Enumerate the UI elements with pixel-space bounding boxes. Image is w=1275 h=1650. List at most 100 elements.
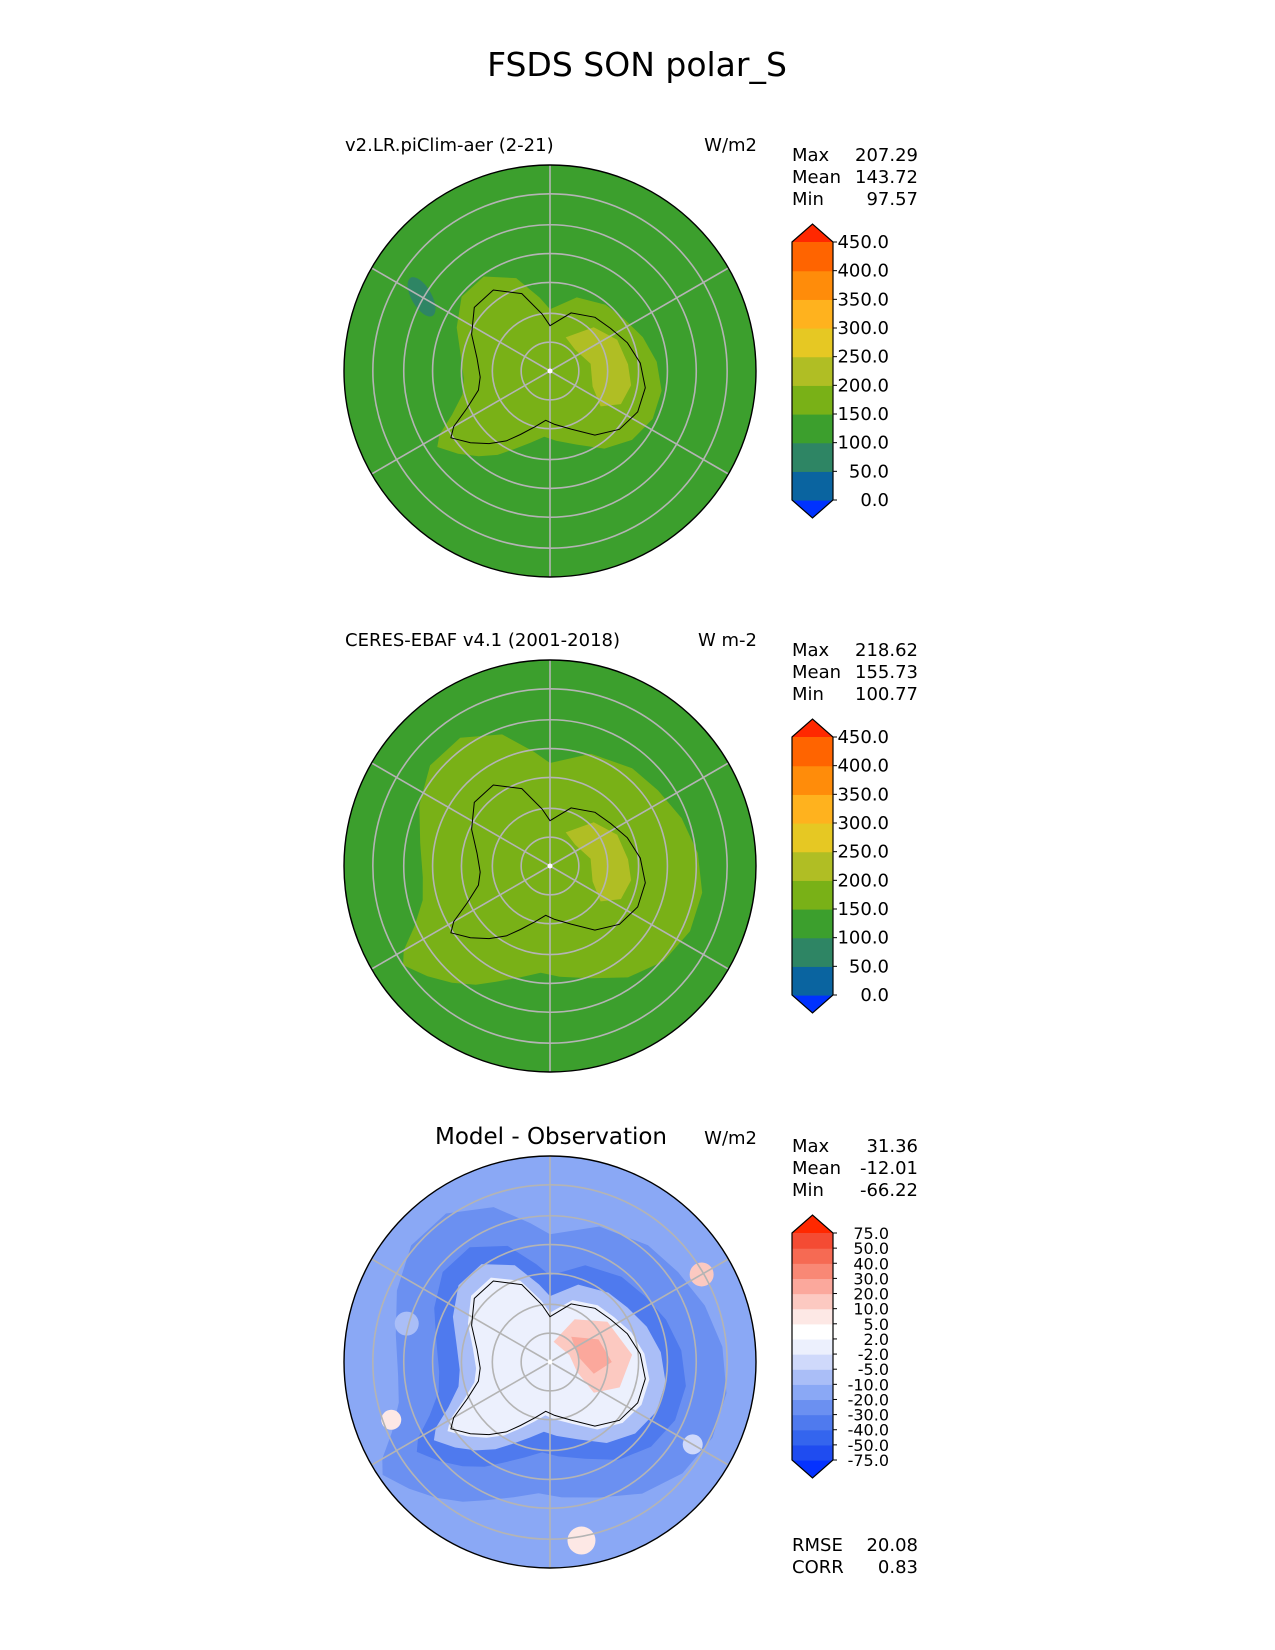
longitude-line [549, 1258, 729, 1363]
colorbar-segment [792, 880, 833, 910]
panel-diff-colorbar: -75.0-50.0-40.0-30.0-20.0-10.0-5.0-2.02.… [791, 1214, 889, 1479]
longitude-line [371, 1258, 551, 1363]
map-field [344, 660, 756, 1072]
colorbar-segment [792, 1399, 833, 1416]
coastline [450, 289, 646, 445]
colorbar-tick-label: 50.0 [853, 1239, 889, 1258]
colorbar-tick-label: 450.0 [837, 232, 889, 253]
colorbar-tick-label: 2.0 [864, 1330, 889, 1349]
positive-anomaly [571, 1336, 612, 1374]
colorbar-segment [792, 270, 833, 300]
colorbar-tick-label: 350.0 [837, 784, 889, 805]
colorbar-tick-label: 400.0 [837, 756, 889, 777]
panel-obs: CERES-EBAF v4.1 (2001-2018) W m-2 Max 21… [343, 630, 918, 1073]
colorbar-segment [792, 1233, 833, 1249]
longitude-line [549, 762, 729, 867]
colorbar-tick-label: 250.0 [837, 347, 889, 368]
colorbar-tick-label: 50.0 [849, 461, 889, 482]
colorbar-extend-min [792, 499, 833, 518]
colorbar-segment [792, 966, 833, 996]
colorbar-segment [792, 1338, 833, 1355]
colorbar-tick-label: 75.0 [853, 1224, 889, 1243]
stat-value: 143.72 [855, 167, 918, 188]
panel-diff-error-stats: RMSE 20.08 CORR 0.83 [792, 1535, 918, 1578]
diff-band [447, 1277, 650, 1438]
colorbar-segment [792, 794, 833, 824]
panel-model-map [343, 164, 757, 578]
colorbar-segment [792, 356, 833, 386]
map-boundary [343, 659, 757, 1073]
colorbar-extend-min [792, 1459, 833, 1478]
colorbar-tick-label: 400.0 [837, 261, 889, 282]
colorbar-segment [792, 851, 833, 881]
colorbar-tick-label: -5.0 [858, 1360, 889, 1379]
colorbar-tick-label: -50.0 [848, 1436, 889, 1455]
panel-obs-units: W m-2 [698, 630, 757, 651]
stat-label: CORR [792, 1557, 844, 1578]
colorbar-segment [792, 1384, 833, 1401]
longitude-line [549, 1361, 729, 1466]
panel-diff-stats: Max 31.36 Mean -12.01 Min -66.22 [792, 1136, 918, 1201]
stat-label: Max [792, 145, 830, 166]
stat-value: -12.01 [860, 1158, 918, 1179]
panel-model-colorbar: 0.0 50.0 100.0 150.0 200.0 250.0 300.0 350.0 400… [791, 223, 889, 519]
longitude-line [371, 865, 551, 970]
colorbar-segment [792, 765, 833, 795]
stat-value: 20.08 [866, 1535, 918, 1556]
colorbar-segment [792, 823, 833, 853]
colorbar-segment [792, 909, 833, 939]
colorbar-tick-label: 0.0 [860, 490, 889, 511]
colorbar-segment [792, 385, 833, 415]
colorbar-segment [792, 1293, 833, 1310]
colorbar-extend-max [792, 224, 833, 243]
colorbar-segment [792, 1429, 833, 1446]
colorbar-tick-label: -20.0 [848, 1390, 889, 1409]
colorbar-segment [792, 414, 833, 444]
pole-marker [547, 368, 553, 374]
colorbar-segment [792, 1248, 833, 1264]
plateau-field [565, 327, 632, 407]
longitude-line [371, 762, 551, 867]
longitude-line [371, 370, 551, 475]
stat-value: 31.36 [866, 1136, 918, 1157]
map-boundary [343, 1155, 757, 1569]
colorbar-segment [792, 328, 833, 358]
stat-label: Min [792, 1180, 824, 1201]
panel-model-stats: Max 207.29 Mean 143.72 Min 97.57 [792, 145, 918, 210]
colorbar-segment [792, 1323, 833, 1340]
longitude-line [549, 865, 729, 970]
colorbar-segment [792, 1354, 833, 1370]
panel-model-units: W/m2 [704, 135, 757, 156]
colorbar-tick-label: 50.0 [849, 956, 889, 977]
figure-title: FSDS SON polar_S [487, 45, 787, 84]
stat-label: Max [792, 640, 830, 661]
colorbar-segment [792, 1369, 833, 1385]
stat-label: Mean [792, 1158, 841, 1179]
colorbar-segment [792, 937, 833, 967]
longitude-line [371, 1361, 551, 1466]
stat-value: 207.29 [855, 145, 918, 166]
colorbar-tick-label: -2.0 [858, 1345, 889, 1364]
colorbar-extend-max [792, 1215, 833, 1234]
colorbar-tick-label: -30.0 [848, 1406, 889, 1425]
colorbar-segment [792, 1444, 833, 1461]
colorbar-tick-label: 450.0 [837, 727, 889, 748]
panel-diff-map [343, 1155, 757, 1569]
panel-obs-map [343, 659, 757, 1073]
panel-obs-title: CERES-EBAF v4.1 (2001-2018) [345, 630, 620, 651]
colorbar-segment [792, 1263, 833, 1279]
map-field [344, 165, 756, 577]
colorbar-segment [792, 1414, 833, 1431]
stat-value: 155.73 [855, 662, 918, 683]
colorbar-tick-label: 250.0 [837, 842, 889, 863]
longitude-line [549, 370, 729, 475]
anomaly-patch [381, 1409, 402, 1430]
colorbar-tick-label: -10.0 [848, 1375, 889, 1394]
anomaly-patch [567, 1526, 596, 1555]
stat-label: Min [792, 684, 824, 705]
colorbar-segment [792, 471, 833, 501]
colorbar-tick-label: 0.0 [860, 985, 889, 1006]
panel-model: v2.LR.piClim-aer (2-21) W/m2 Max 207.29 … [343, 135, 918, 578]
panel-obs-colorbar: 0.0 50.0 100.0 150.0 200.0 250.0 300.0 350.0 400… [791, 718, 889, 1014]
